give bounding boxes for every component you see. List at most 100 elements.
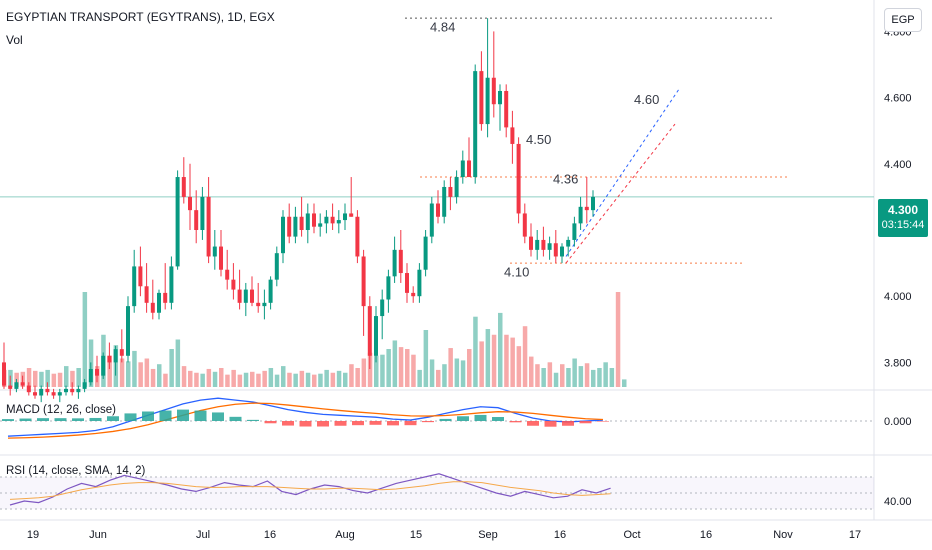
volume-bar [367, 352, 373, 387]
candle-body [287, 216, 292, 237]
candle-body [491, 77, 496, 105]
macd-histogram-bar [54, 418, 67, 421]
macd-line [7, 397, 604, 437]
volume-bar [33, 370, 38, 387]
candle-body [442, 186, 447, 217]
candle-body [138, 266, 143, 287]
macd-histogram-bar [509, 421, 522, 423]
candle-body [64, 388, 68, 393]
volume-bar [126, 361, 131, 387]
volume-bar [175, 339, 181, 387]
candle-body [212, 246, 217, 257]
volume-bar [181, 366, 187, 387]
volume-bar [76, 368, 81, 387]
volume-bar [324, 369, 329, 387]
candle-body [163, 292, 168, 303]
volume-bar [268, 368, 274, 387]
volume-bar [591, 369, 596, 387]
macd-histogram-bar [229, 416, 242, 421]
candle-body [547, 243, 552, 250]
candle-body [417, 269, 422, 297]
candle-body [113, 349, 118, 363]
volume-bar [448, 348, 453, 387]
candle-body [26, 385, 31, 393]
macd-title: MACD (12, 26, close) [6, 404, 116, 416]
macd-histogram-bar [579, 421, 592, 424]
volume-bar [287, 372, 292, 387]
candle-body [553, 243, 558, 257]
time-tick-label: 16 [554, 529, 566, 541]
macd-histogram-bar [404, 421, 417, 426]
candle-body [194, 210, 199, 230]
price-annotation: 4.60 [634, 92, 659, 107]
candle-body [2, 362, 6, 386]
volume-bar [429, 359, 435, 387]
macd-histogram-bar [282, 421, 294, 426]
macd-histogram-bar [142, 411, 154, 421]
volume-bar [82, 292, 88, 387]
macd-histogram-bar [492, 417, 504, 421]
candle-body [51, 392, 56, 396]
volume-bar [467, 349, 472, 387]
price-annotation: 4.36 [553, 172, 578, 187]
volume-bar [423, 330, 429, 387]
candle-body [516, 143, 521, 214]
candle-body [374, 316, 378, 356]
candle-body [485, 77, 490, 125]
volume-bar [361, 358, 367, 387]
candle-body [467, 160, 471, 178]
volume-bar [312, 374, 317, 387]
currency-button[interactable]: EGP [884, 8, 922, 32]
volume-bar [144, 358, 150, 387]
candle-body [57, 392, 62, 396]
rsi-tick-label: 40.00 [884, 496, 912, 508]
volume-bar [219, 368, 224, 387]
candle-body [107, 355, 112, 363]
candle-body [188, 196, 192, 211]
rsi-title: RSI (14, close, SMA, 14, 2) [6, 465, 146, 477]
candle-body [256, 302, 261, 307]
volume-bar [578, 366, 584, 387]
candle-body [398, 249, 403, 274]
volume-bar [541, 368, 546, 387]
volume-bar [485, 329, 491, 387]
volume-bar [318, 373, 323, 387]
volume-bar [380, 354, 385, 387]
candle-body [231, 279, 236, 290]
candle-body [243, 289, 248, 303]
volume-bar [411, 354, 416, 387]
time-tick-label: 15 [410, 529, 422, 541]
grid [0, 0, 932, 521]
price-tick-label: 4.000 [884, 291, 912, 303]
volume-bar [231, 369, 236, 387]
volume-bar [138, 362, 143, 387]
macd-histogram-bar [597, 421, 609, 422]
volume-bar [243, 372, 249, 387]
last-price: 4.300 [887, 203, 919, 217]
annotations: 4.84 4.50 4.60 4.36 4.10 [430, 19, 659, 279]
candle-body [349, 213, 354, 217]
volume-bar [57, 372, 63, 387]
volume-bar [460, 360, 466, 387]
candle-body [566, 239, 571, 247]
macd-histogram-bar [369, 421, 382, 425]
candle-body [175, 177, 180, 267]
candle-body [436, 203, 440, 217]
macd-histogram-bar [422, 421, 434, 423]
candle-body [126, 306, 130, 356]
channel-upper-line [565, 87, 681, 257]
macd-histogram-bar [457, 416, 469, 421]
macd-histogram-bar [527, 421, 539, 426]
candle-body [411, 292, 416, 297]
candle-body [510, 127, 515, 144]
volume-bar [597, 368, 602, 387]
volume-bar [572, 358, 577, 387]
candle-body [504, 90, 509, 128]
candle-body [281, 216, 285, 254]
volume-bar [200, 373, 205, 387]
candle-body [33, 392, 37, 396]
candle-body [473, 71, 478, 178]
volume-bar [479, 341, 484, 387]
volume-bar [529, 356, 534, 387]
candles [2, 18, 595, 403]
